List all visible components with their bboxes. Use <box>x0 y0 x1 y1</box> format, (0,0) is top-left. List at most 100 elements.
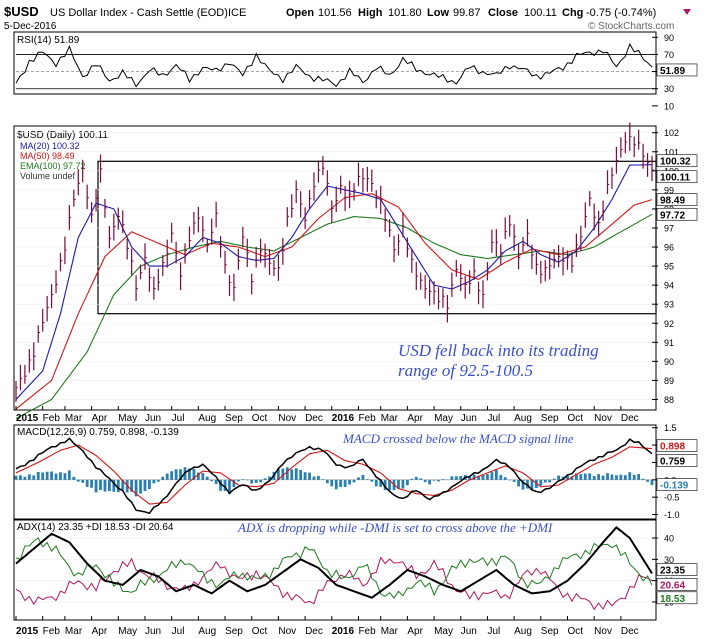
macd-histogram-bar <box>650 479 654 485</box>
bottom-x-label: Jun <box>145 626 161 637</box>
macd-histogram-bar <box>339 479 343 487</box>
price-tick-label: 95 <box>664 262 674 272</box>
macd-histogram-bar <box>59 472 62 480</box>
bottom-x-label: May <box>118 626 137 637</box>
bottom-x-label: Oct <box>567 626 583 637</box>
bottom-x-label: Nov <box>594 626 612 637</box>
macd-histogram-bar <box>103 479 107 492</box>
macd-histogram-bar <box>36 471 40 480</box>
macd-histogram-bar <box>23 476 27 480</box>
macd-histogram-bar <box>210 479 214 482</box>
rsi-tick-label: 70 <box>664 50 674 60</box>
macd-histogram-bar <box>610 474 614 480</box>
macd-histogram-bar <box>308 472 311 480</box>
macd-histogram-bar <box>14 475 18 480</box>
price-x-label: Jun <box>145 413 161 424</box>
price-x-label: Nov <box>594 413 612 424</box>
macd-histogram-bar <box>188 468 191 480</box>
macd-histogram-bar <box>290 469 294 480</box>
price-tick-label: 93 <box>664 300 674 310</box>
macd-histogram-bar <box>405 479 409 486</box>
bottom-x-label: Feb <box>43 626 61 637</box>
macd-value-label: 0.759 <box>660 456 685 467</box>
macd-histogram-bar <box>548 479 552 483</box>
macd-tick-label: -1.0 <box>664 510 680 520</box>
price-tick-label: 97 <box>664 223 674 233</box>
macd-histogram-bar <box>557 475 561 480</box>
macd-signal-value-label-box <box>656 439 698 452</box>
macd-histogram-bar <box>228 479 231 495</box>
bottom-x-label: 2015 <box>16 626 39 637</box>
macd-histogram-bar <box>134 479 138 497</box>
price-x-label: Apr <box>92 413 108 424</box>
bottom-x-label: Sep <box>225 626 243 637</box>
price-tick-label: 89 <box>664 376 674 386</box>
macd-histogram-bar <box>601 475 605 480</box>
adx-line <box>15 526 653 599</box>
macd-histogram-bar <box>423 479 427 483</box>
price-x-label: Oct <box>252 413 268 424</box>
macd-histogram-bar <box>139 479 142 494</box>
price-tick-label: 91 <box>664 338 674 348</box>
bottom-x-label: Jul <box>487 626 500 637</box>
macd-histogram-bar <box>250 479 254 484</box>
price-x-label: Dec <box>305 413 323 424</box>
macd-histogram-bar <box>574 473 578 480</box>
macd-histogram-bar <box>397 479 400 489</box>
macd-histogram-bar <box>94 479 98 493</box>
macd-histogram-bar <box>623 475 627 480</box>
macd-histogram-bar <box>490 472 494 480</box>
macd-histogram-bar <box>539 479 543 486</box>
trading-range-box <box>97 160 657 315</box>
macd-histogram-bar <box>379 479 383 487</box>
macd-histogram-bar <box>432 479 436 481</box>
macd-histogram-bar <box>383 479 387 491</box>
macd-histogram-bar <box>268 476 271 480</box>
bottom-x-label: Feb <box>358 626 376 637</box>
macd-histogram-bar <box>472 474 476 480</box>
plus-di-value-label-box <box>656 591 698 605</box>
macd-histogram-bar <box>205 476 209 480</box>
macd-histogram-bar <box>170 471 174 480</box>
plus-di-line <box>15 537 653 599</box>
macd-histogram-bar <box>161 476 165 480</box>
adx-annotation: ADX is dropping while -DMI is set to cro… <box>237 520 553 535</box>
macd-histogram-bar <box>299 470 303 480</box>
macd-histogram-bar <box>63 473 67 480</box>
rsi-legend-text: RSI(14) 51.89 <box>17 35 80 46</box>
macd-histogram-bar <box>219 479 222 491</box>
macd-histogram-bar <box>156 479 160 482</box>
macd-histogram-bar <box>201 472 205 480</box>
price-x-label: Oct <box>567 413 583 424</box>
macd-histogram-bar <box>512 479 516 482</box>
macd-histogram-bar <box>192 468 196 480</box>
macd-histogram-bar <box>72 476 76 480</box>
macd-histogram-bar <box>419 478 423 480</box>
bottom-x-label: Mar <box>381 626 399 637</box>
high-label: High <box>358 7 383 19</box>
price-x-label: Sep <box>225 413 243 424</box>
macd-histogram-bar <box>477 476 480 480</box>
price-legend-ma20: MA(20) 100.32 <box>20 141 80 151</box>
adx-tick-label: 40 <box>664 534 674 544</box>
macd-histogram-bar <box>259 479 263 483</box>
macd-histogram-bar <box>317 475 320 480</box>
rsi-tick-label: 30 <box>664 84 674 94</box>
price-tick-label: 90 <box>664 357 674 367</box>
macd-histogram-bar <box>628 472 632 480</box>
macd-value-label-box <box>656 454 698 467</box>
macd-histogram-bar <box>148 479 151 489</box>
adx-value-label: 23.35 <box>660 566 685 577</box>
price-x-label: Aug <box>514 413 532 424</box>
price-tick-label: 92 <box>664 319 674 329</box>
chart-date: 5-Dec-2016 <box>4 21 57 32</box>
macd-histogram-bar <box>281 468 285 480</box>
close-value: 100.11 <box>524 7 557 19</box>
price-x-label: Dec <box>621 413 639 424</box>
macd-histogram-bar <box>588 473 592 480</box>
macd-histogram-bar <box>481 474 485 480</box>
macd-histogram-bar <box>579 474 583 480</box>
macd-histogram-bar <box>223 479 227 491</box>
rsi-legend: RSI(14) 51.89 <box>17 35 80 46</box>
